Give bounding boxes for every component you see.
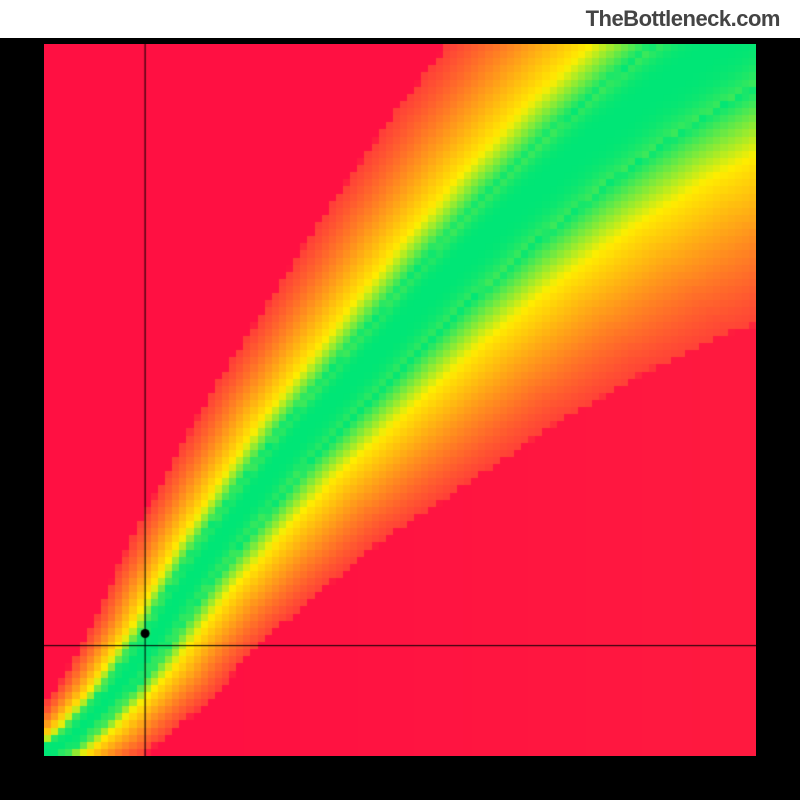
bottleneck-heatmap xyxy=(44,44,756,756)
chart-container: TheBottleneck.com xyxy=(0,0,800,800)
chart-outer-frame xyxy=(0,38,800,800)
watermark-text: TheBottleneck.com xyxy=(586,6,780,32)
